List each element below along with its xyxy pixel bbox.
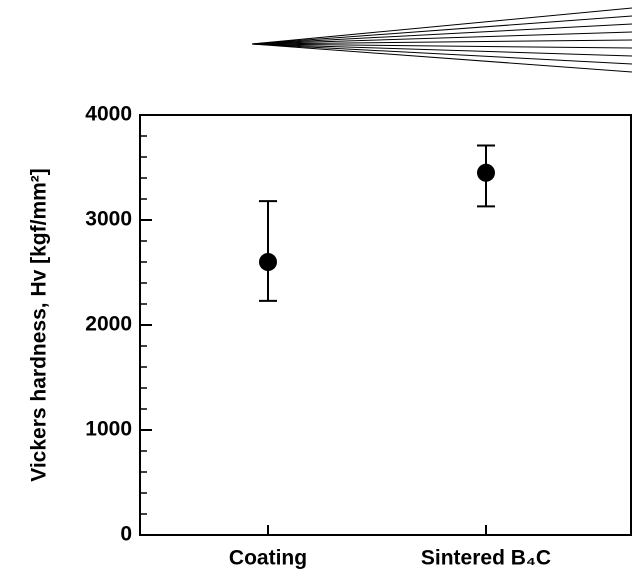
y-axis-label: Vickers hardness, Hv [kgf/mm²] [28, 168, 51, 482]
y-tick-label: 2000 [85, 313, 132, 336]
x-tick-label: Sintered B₄C [421, 547, 551, 570]
y-tick-label: 0 [120, 523, 132, 546]
decoration [251, 7, 633, 73]
y-tick-label: 4000 [85, 103, 132, 126]
y-tick-label: 3000 [85, 208, 132, 231]
y-tick-label: 1000 [85, 418, 132, 441]
point [259, 253, 277, 271]
x-tick-label: Coating [229, 547, 307, 570]
point [477, 163, 495, 182]
plot-frame [139, 114, 632, 536]
